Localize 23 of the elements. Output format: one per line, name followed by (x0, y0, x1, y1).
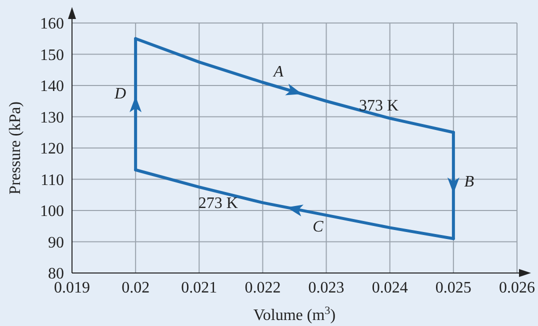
annotation: B (464, 174, 474, 191)
y-tick-label: 90 (48, 234, 64, 252)
x-tick-label: 0.024 (372, 279, 408, 296)
annotation: C (312, 218, 324, 236)
y-tick-label: 110 (40, 172, 64, 189)
x-tick-label: 0.021 (181, 279, 218, 296)
x-tick-label: 0.02 (122, 279, 150, 296)
y-tick-label: 100 (40, 203, 64, 220)
annotation: D (114, 85, 127, 102)
x-tick-label: 0.023 (308, 279, 344, 296)
x-axis-title: Volume (m$^{3}$) (253, 305, 336, 324)
annotation: 273 K (198, 194, 238, 212)
y-axis-title: Pressure (kPa) (7, 102, 24, 194)
x-tick-label: 0.026 (499, 279, 535, 296)
y-tick-label: 150 (40, 46, 64, 64)
y-tick-label: 130 (40, 109, 64, 126)
y-tick-label: 120 (40, 140, 64, 158)
annotation: A (272, 63, 284, 80)
x-tick-label: 0.025 (435, 279, 472, 296)
y-tick-label: 160 (40, 16, 64, 33)
annotation: 373 K (358, 97, 399, 114)
y-tick-label: 140 (40, 78, 64, 96)
x-tick-label: 0.022 (244, 279, 281, 296)
